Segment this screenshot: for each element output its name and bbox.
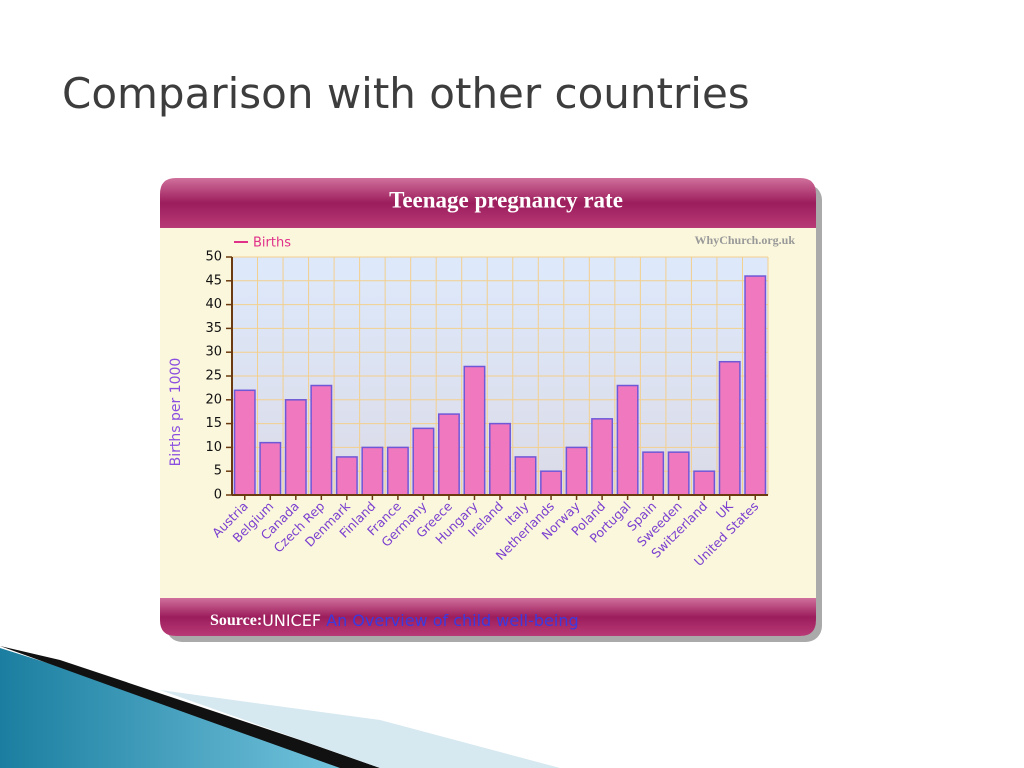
- source-link[interactable]: An Overview of child well-being: [326, 611, 579, 630]
- bar: [386, 446, 409, 496]
- legend-label: Births: [253, 236, 291, 251]
- bar: [463, 365, 486, 496]
- bar: [718, 360, 741, 496]
- bar: [489, 422, 511, 496]
- bar: [540, 470, 563, 496]
- y-tick-label: 50: [205, 250, 222, 265]
- y-tick-label: 45: [205, 273, 222, 288]
- bar: [616, 384, 639, 496]
- y-tick-label: 0: [214, 488, 222, 503]
- bar: [284, 399, 307, 496]
- y-axis-label: Births per 1000: [168, 358, 184, 467]
- y-tick-label: 15: [205, 416, 222, 431]
- y-tick-label: 10: [205, 440, 222, 455]
- bar: [310, 384, 333, 496]
- bar: [259, 441, 282, 496]
- y-tick-label: 5: [214, 464, 222, 479]
- y-tick-label: 20: [205, 392, 222, 407]
- bar: [335, 456, 358, 496]
- y-tick-label: 40: [205, 297, 222, 312]
- watermark: WhyChurch.org.uk: [695, 233, 796, 247]
- swoosh-light: [160, 690, 560, 768]
- bar: [514, 456, 537, 496]
- chart-footer: [160, 598, 816, 636]
- bar: [591, 418, 614, 496]
- chart-header: [160, 178, 816, 228]
- source-label: Source:: [210, 612, 262, 629]
- bar: [667, 451, 690, 496]
- y-tick-label: 35: [205, 321, 222, 336]
- bar: [565, 446, 588, 496]
- y-tick-label: 30: [205, 345, 222, 360]
- bar: [361, 446, 384, 496]
- bar: [437, 413, 460, 496]
- slide-title: Comparison with other countries: [62, 69, 750, 118]
- bar: [412, 427, 435, 496]
- bar: [233, 389, 256, 496]
- bar: [693, 470, 716, 496]
- bar: [744, 275, 767, 496]
- plot: 05101520253035404550AustriaBelgiumCanada…: [205, 236, 769, 569]
- y-tick-label: 25: [205, 369, 222, 384]
- source: UNICEF: [262, 611, 321, 630]
- chart-title: Teenage pregnancy rate: [389, 187, 623, 212]
- swoosh-stripe: [0, 646, 380, 768]
- source-line: Source:UNICEF An Overview of child well-…: [210, 611, 579, 630]
- bar: [642, 451, 665, 496]
